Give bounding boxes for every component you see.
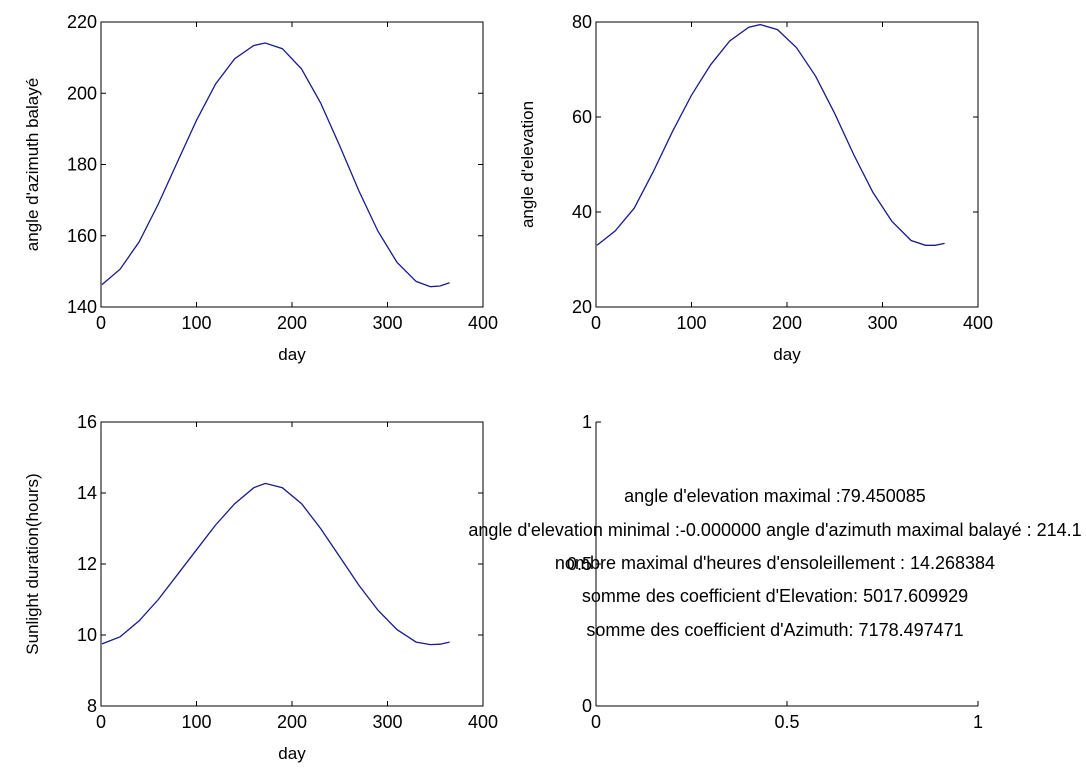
annotation-text: angle d'elevation minimal :-0.000000 ang…	[468, 520, 1081, 540]
y-tick-label: 0.5	[567, 554, 592, 574]
x-tick-label: 200	[277, 313, 307, 333]
x-tick-label: 200	[277, 712, 307, 732]
x-tick-label: 200	[772, 313, 802, 333]
x-tick-label: 1	[973, 712, 983, 732]
x-tick-label: 0	[591, 313, 601, 333]
y-tick-label: 20	[572, 297, 592, 317]
series-line	[101, 42, 450, 288]
series-line	[101, 482, 450, 646]
x-tick-label: 400	[468, 313, 498, 333]
annotation-text: nombre maximal d'heures d'ensoleillement…	[555, 553, 995, 573]
subplot-2: 0 100 200 300 400 20 40 60 80 day angle d'elevatio…	[518, 12, 993, 364]
y-tick-label: 1	[582, 412, 592, 432]
x-tick-label: 100	[181, 313, 211, 333]
x-tick-label: 0	[96, 313, 106, 333]
x-axis-label: day	[773, 345, 801, 364]
x-tick-label: 300	[372, 712, 402, 732]
subplot-3: 0 100 200 300 400 8 10 12 14 16 day Sunlight durati…	[23, 412, 498, 763]
x-tick-label: 100	[181, 712, 211, 732]
y-axis-label: angle d'elevation	[518, 101, 537, 228]
x-axis-label: day	[278, 345, 306, 364]
x-tick-label: 0.5	[774, 712, 799, 732]
y-axis-label: Sunlight duration(hours)	[23, 473, 42, 654]
series-line	[596, 23, 945, 246]
x-tick-label: 400	[963, 313, 993, 333]
y-tick-label: 80	[572, 12, 592, 32]
y-tick-label: 160	[67, 226, 97, 246]
y-tick-label: 140	[67, 297, 97, 317]
x-tick-label: 400	[468, 712, 498, 732]
y-tick-label: 220	[67, 12, 97, 32]
y-tick-label: 40	[572, 202, 592, 222]
subplot-4: 0 0.5 1 0 0.5 1 angle d'elevation maximal :79.…	[468, 412, 1081, 732]
x-tick-label: 100	[676, 313, 706, 333]
y-tick-label: 60	[572, 107, 592, 127]
x-tick-label: 0	[96, 712, 106, 732]
x-tick-label: 0	[591, 712, 601, 732]
subplot-1: 0 100 200 300 400 140 160 180 200 220 day angle d'a…	[23, 12, 498, 364]
y-axis-label: angle d'azimuth balayé	[23, 78, 42, 251]
plot-frame	[595, 21, 979, 308]
y-tick-label: 16	[77, 412, 97, 432]
y-tick-label: 10	[77, 625, 97, 645]
plot-frame	[100, 421, 484, 707]
x-tick-label: 300	[867, 313, 897, 333]
annotation-text: somme des coefficient d'Elevation: 5017.…	[582, 586, 968, 606]
x-axis-label: day	[278, 744, 306, 763]
y-tick-label: 12	[77, 554, 97, 574]
y-tick-label: 14	[77, 483, 97, 503]
y-tick-label: 0	[582, 696, 592, 716]
plot-frame	[100, 21, 484, 308]
y-tick-label: 180	[67, 155, 97, 175]
y-tick-label: 200	[67, 83, 97, 103]
x-tick-label: 300	[372, 313, 402, 333]
annotation-text: somme des coefficient d'Azimuth: 7178.49…	[586, 620, 963, 640]
y-tick-label: 8	[87, 696, 97, 716]
annotation-text: angle d'elevation maximal :79.450085	[624, 486, 926, 506]
